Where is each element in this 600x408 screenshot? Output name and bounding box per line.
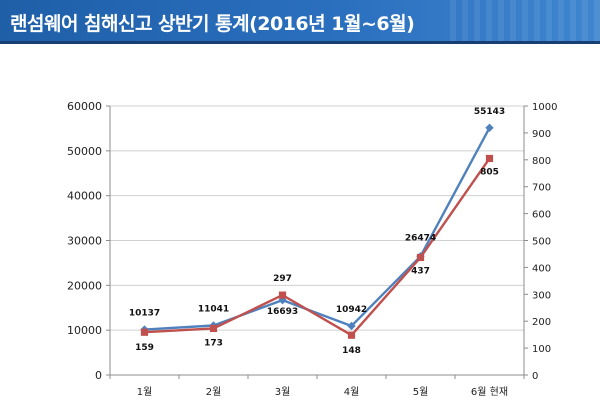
- banner-decoration: [450, 0, 600, 44]
- data-label-series-1: 55143: [474, 107, 505, 117]
- y-tick-label-right: 400: [532, 263, 551, 274]
- series-point-2: [485, 154, 494, 163]
- data-label-series-1: 26474: [405, 233, 436, 243]
- series-point-1: [347, 321, 356, 331]
- y-tick-label-right: 100: [532, 344, 551, 355]
- y-tick-label-right: 700: [532, 183, 551, 194]
- data-label-series-2: 805: [480, 167, 499, 177]
- data-label-series-1: 10942: [336, 305, 367, 315]
- series-point-2: [416, 253, 425, 262]
- y-tick-label-left: 0: [95, 369, 102, 382]
- data-label-series-1: 11041: [198, 304, 229, 314]
- title-banner: 랜섬웨어 침해신고 상반기 통계(2016년 1월~6월): [0, 0, 600, 44]
- y-tick-label-left: 10000: [67, 324, 102, 337]
- y-tick-label-left: 50000: [67, 145, 102, 158]
- x-tick-label: 4월: [344, 386, 360, 398]
- y-tick-label-left: 40000: [67, 190, 102, 203]
- y-tick-label-left: 30000: [67, 235, 102, 248]
- y-tick-label-right: 200: [532, 317, 551, 328]
- y-tick-label-right: 900: [532, 129, 551, 140]
- y-tick-label-right: 1000: [532, 102, 557, 113]
- data-label-series-2: 437: [411, 266, 430, 276]
- y-tick-label-left: 60000: [67, 100, 102, 113]
- data-label-series-2: 297: [273, 274, 292, 284]
- page-title: 랜섬웨어 침해신고 상반기 통계(2016년 1월~6월): [10, 13, 415, 35]
- data-label-series-2: 148: [342, 346, 361, 356]
- series-point-2: [347, 331, 356, 339]
- banner-stripe: [0, 41, 600, 44]
- data-label-series-2: 173: [204, 338, 223, 348]
- x-tick-label: 6월 현재: [471, 386, 508, 398]
- series-point-2: [209, 324, 218, 333]
- data-label-series-1: 16693: [267, 307, 298, 317]
- x-tick-label: 1월: [137, 386, 153, 398]
- y-tick-label-right: 300: [532, 290, 551, 301]
- x-tick-label: 5월: [413, 386, 429, 398]
- series-point-2: [140, 328, 149, 336]
- y-tick-label-right: 0: [532, 371, 538, 382]
- data-label-series-1: 10137: [129, 309, 160, 319]
- y-tick-label-right: 800: [532, 156, 551, 167]
- series-line-1: [144, 127, 491, 331]
- y-tick-label-left: 20000: [67, 279, 102, 292]
- y-tick-label-right: 600: [532, 210, 551, 221]
- data-label-series-2: 159: [135, 343, 154, 353]
- y-tick-label-right: 500: [532, 237, 551, 248]
- x-tick-label: 2월: [206, 386, 222, 398]
- series-point-1: [485, 123, 494, 132]
- x-tick-label: 3월: [275, 386, 291, 398]
- series-point-2: [278, 291, 287, 299]
- series-line-2: [144, 157, 491, 337]
